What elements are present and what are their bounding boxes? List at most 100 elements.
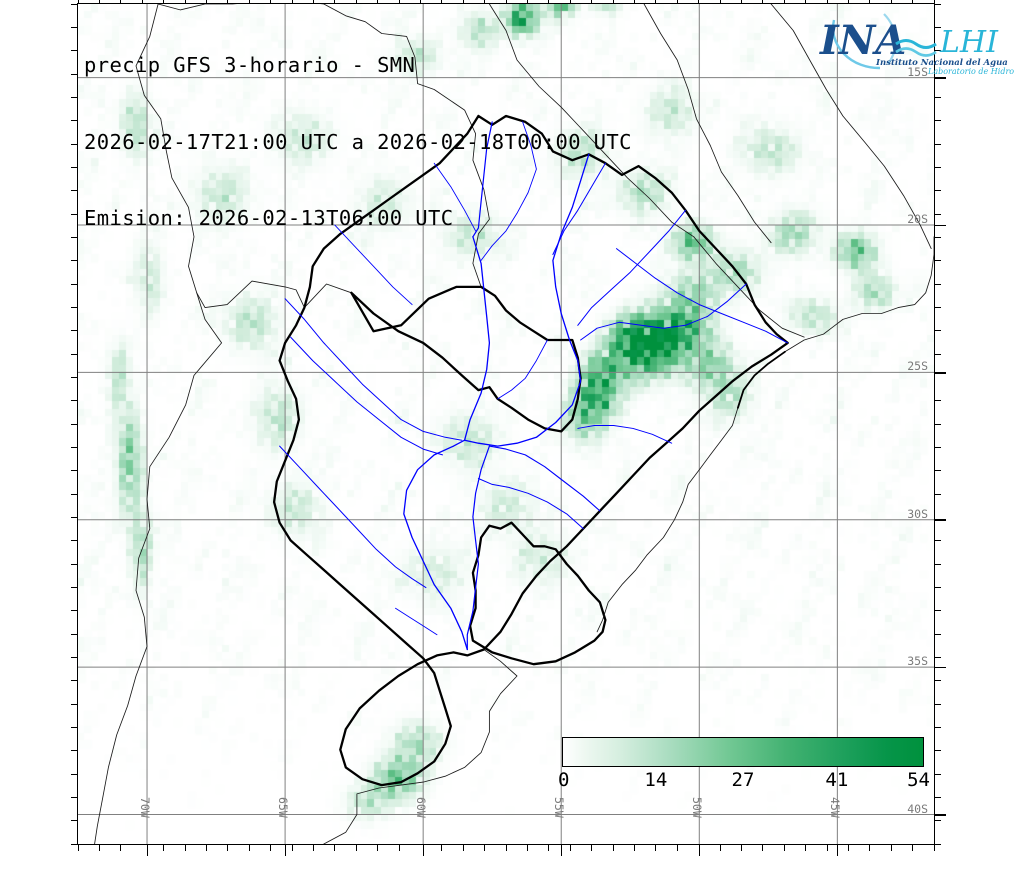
lat-left-minor-tick [71, 423, 78, 425]
lat-major-tick [934, 371, 946, 374]
lon-top-minor-tick [248, 0, 250, 4]
lat-left-minor-tick [71, 843, 78, 845]
lat-major-tick [934, 519, 946, 521]
lon-minor-tick [163, 844, 165, 851]
river-iguazu [577, 425, 673, 444]
lat-minor-tick [934, 540, 941, 542]
lon-top-minor-tick [783, 0, 785, 4]
lon-minor-tick [912, 844, 914, 851]
lon-minor-tick [676, 844, 678, 851]
lat-left-minor-tick [71, 680, 78, 682]
lon-top-minor-tick [77, 0, 79, 4]
lon-top-minor-tick [847, 0, 850, 4]
lat-left-minor-tick [71, 773, 78, 775]
coastline-sp-pr [737, 350, 786, 409]
lat-minor-tick [934, 50, 941, 52]
lon-top-minor-tick [291, 0, 293, 4]
colorbar-tick-14: 14 [644, 769, 668, 791]
border-state-sp [693, 236, 805, 338]
lon-top-minor-tick [912, 0, 914, 4]
lon-major-tick [284, 844, 287, 856]
lon-tick-label-65W: 65W [276, 797, 291, 818]
river-bermejo [284, 298, 463, 441]
river-paraguay-upper [472, 121, 493, 238]
border-chile-argentina [94, 4, 223, 844]
lat-minor-tick [934, 680, 941, 682]
lon-top-minor-tick [163, 0, 165, 4]
lon-minor-tick [98, 844, 101, 851]
lat-left-minor-tick [71, 353, 78, 355]
border-paraguay [350, 285, 582, 433]
lat-left-minor-tick [71, 50, 78, 52]
lat-left-minor-tick [71, 470, 78, 472]
lon-minor-tick [120, 844, 122, 851]
lon-top-minor-tick [633, 0, 636, 4]
lat-minor-tick [934, 306, 941, 309]
lon-top-minor-tick [933, 0, 935, 4]
logo-waves-icon [895, 39, 937, 57]
lon-major-tick [560, 844, 563, 856]
lon-tick-label-45W: 45W [828, 797, 843, 818]
lat-left-minor-tick [71, 26, 78, 29]
lat-major-tick [934, 666, 946, 669]
lat-minor-tick [934, 820, 941, 822]
lat-minor-tick [934, 703, 941, 705]
lon-top-minor-tick [334, 0, 336, 4]
lon-major-tick [422, 844, 425, 856]
river-uruguay [488, 445, 601, 512]
river-pilcomayo [290, 336, 443, 456]
lon-minor-tick [933, 844, 935, 851]
lat-minor-tick [934, 446, 941, 449]
lon-minor-tick [484, 844, 486, 851]
lat-minor-tick [934, 143, 941, 145]
colorbar-tick-0: 0 [558, 769, 570, 791]
border-state-go [643, 4, 772, 244]
lat-minor-tick [934, 166, 941, 169]
lon-top-minor-tick [655, 0, 657, 4]
lon-major-tick [146, 844, 149, 856]
lat-minor-tick [934, 400, 941, 402]
lat-minor-tick [934, 236, 941, 239]
lat-minor-tick [934, 213, 941, 215]
lat-minor-tick [934, 260, 941, 262]
border-uruguay [468, 521, 607, 666]
lat-minor-tick [934, 493, 941, 495]
colorbar-tick-54: 54 [907, 769, 930, 791]
lon-top-minor-tick [762, 0, 764, 4]
lon-minor-tick [569, 844, 571, 851]
lat-major-tick [934, 814, 946, 816]
lat-minor-tick [934, 330, 941, 332]
lat-minor-tick [934, 96, 941, 99]
lon-minor-tick [826, 844, 828, 851]
lon-minor-tick [205, 844, 208, 851]
lat-minor-tick [934, 726, 941, 729]
lon-top-minor-tick [719, 0, 721, 4]
lat-left-minor-tick [71, 166, 78, 169]
lon-tick-label-70W: 70W [138, 797, 153, 818]
border-state-mt-ms [488, 4, 695, 238]
lon-minor-tick [77, 844, 79, 851]
river-ibicui [477, 478, 584, 530]
lon-minor-tick [334, 844, 336, 851]
lon-top-minor-tick [227, 0, 229, 4]
river-tiete [616, 248, 789, 344]
lon-top-minor-tick [526, 0, 529, 4]
lon-top-minor-tick [591, 0, 593, 4]
lon-top-minor-tick [869, 0, 871, 4]
lat-tick-label-40S: 40S [907, 801, 928, 816]
logo-secondary-text: LHI [939, 25, 999, 60]
coastline-brazil-south [596, 236, 934, 633]
lon-top-minor-tick [890, 0, 892, 4]
lat-left-minor-tick [71, 610, 78, 612]
lon-minor-tick [890, 844, 892, 851]
lat-left-minor-tick [71, 563, 78, 565]
river-ivinhema [577, 209, 686, 326]
river-uruguay-lower [466, 445, 490, 651]
lon-minor-tick [312, 844, 315, 851]
lon-top-minor-tick [612, 0, 614, 4]
lat-left-minor-tick [71, 493, 78, 495]
logo-arc-icon [831, 13, 897, 70]
lon-top-minor-tick [355, 0, 357, 4]
logo-subtitle-secondary: Laboratorio de Hidrologia [927, 67, 1014, 76]
lon-minor-tick [526, 844, 529, 851]
